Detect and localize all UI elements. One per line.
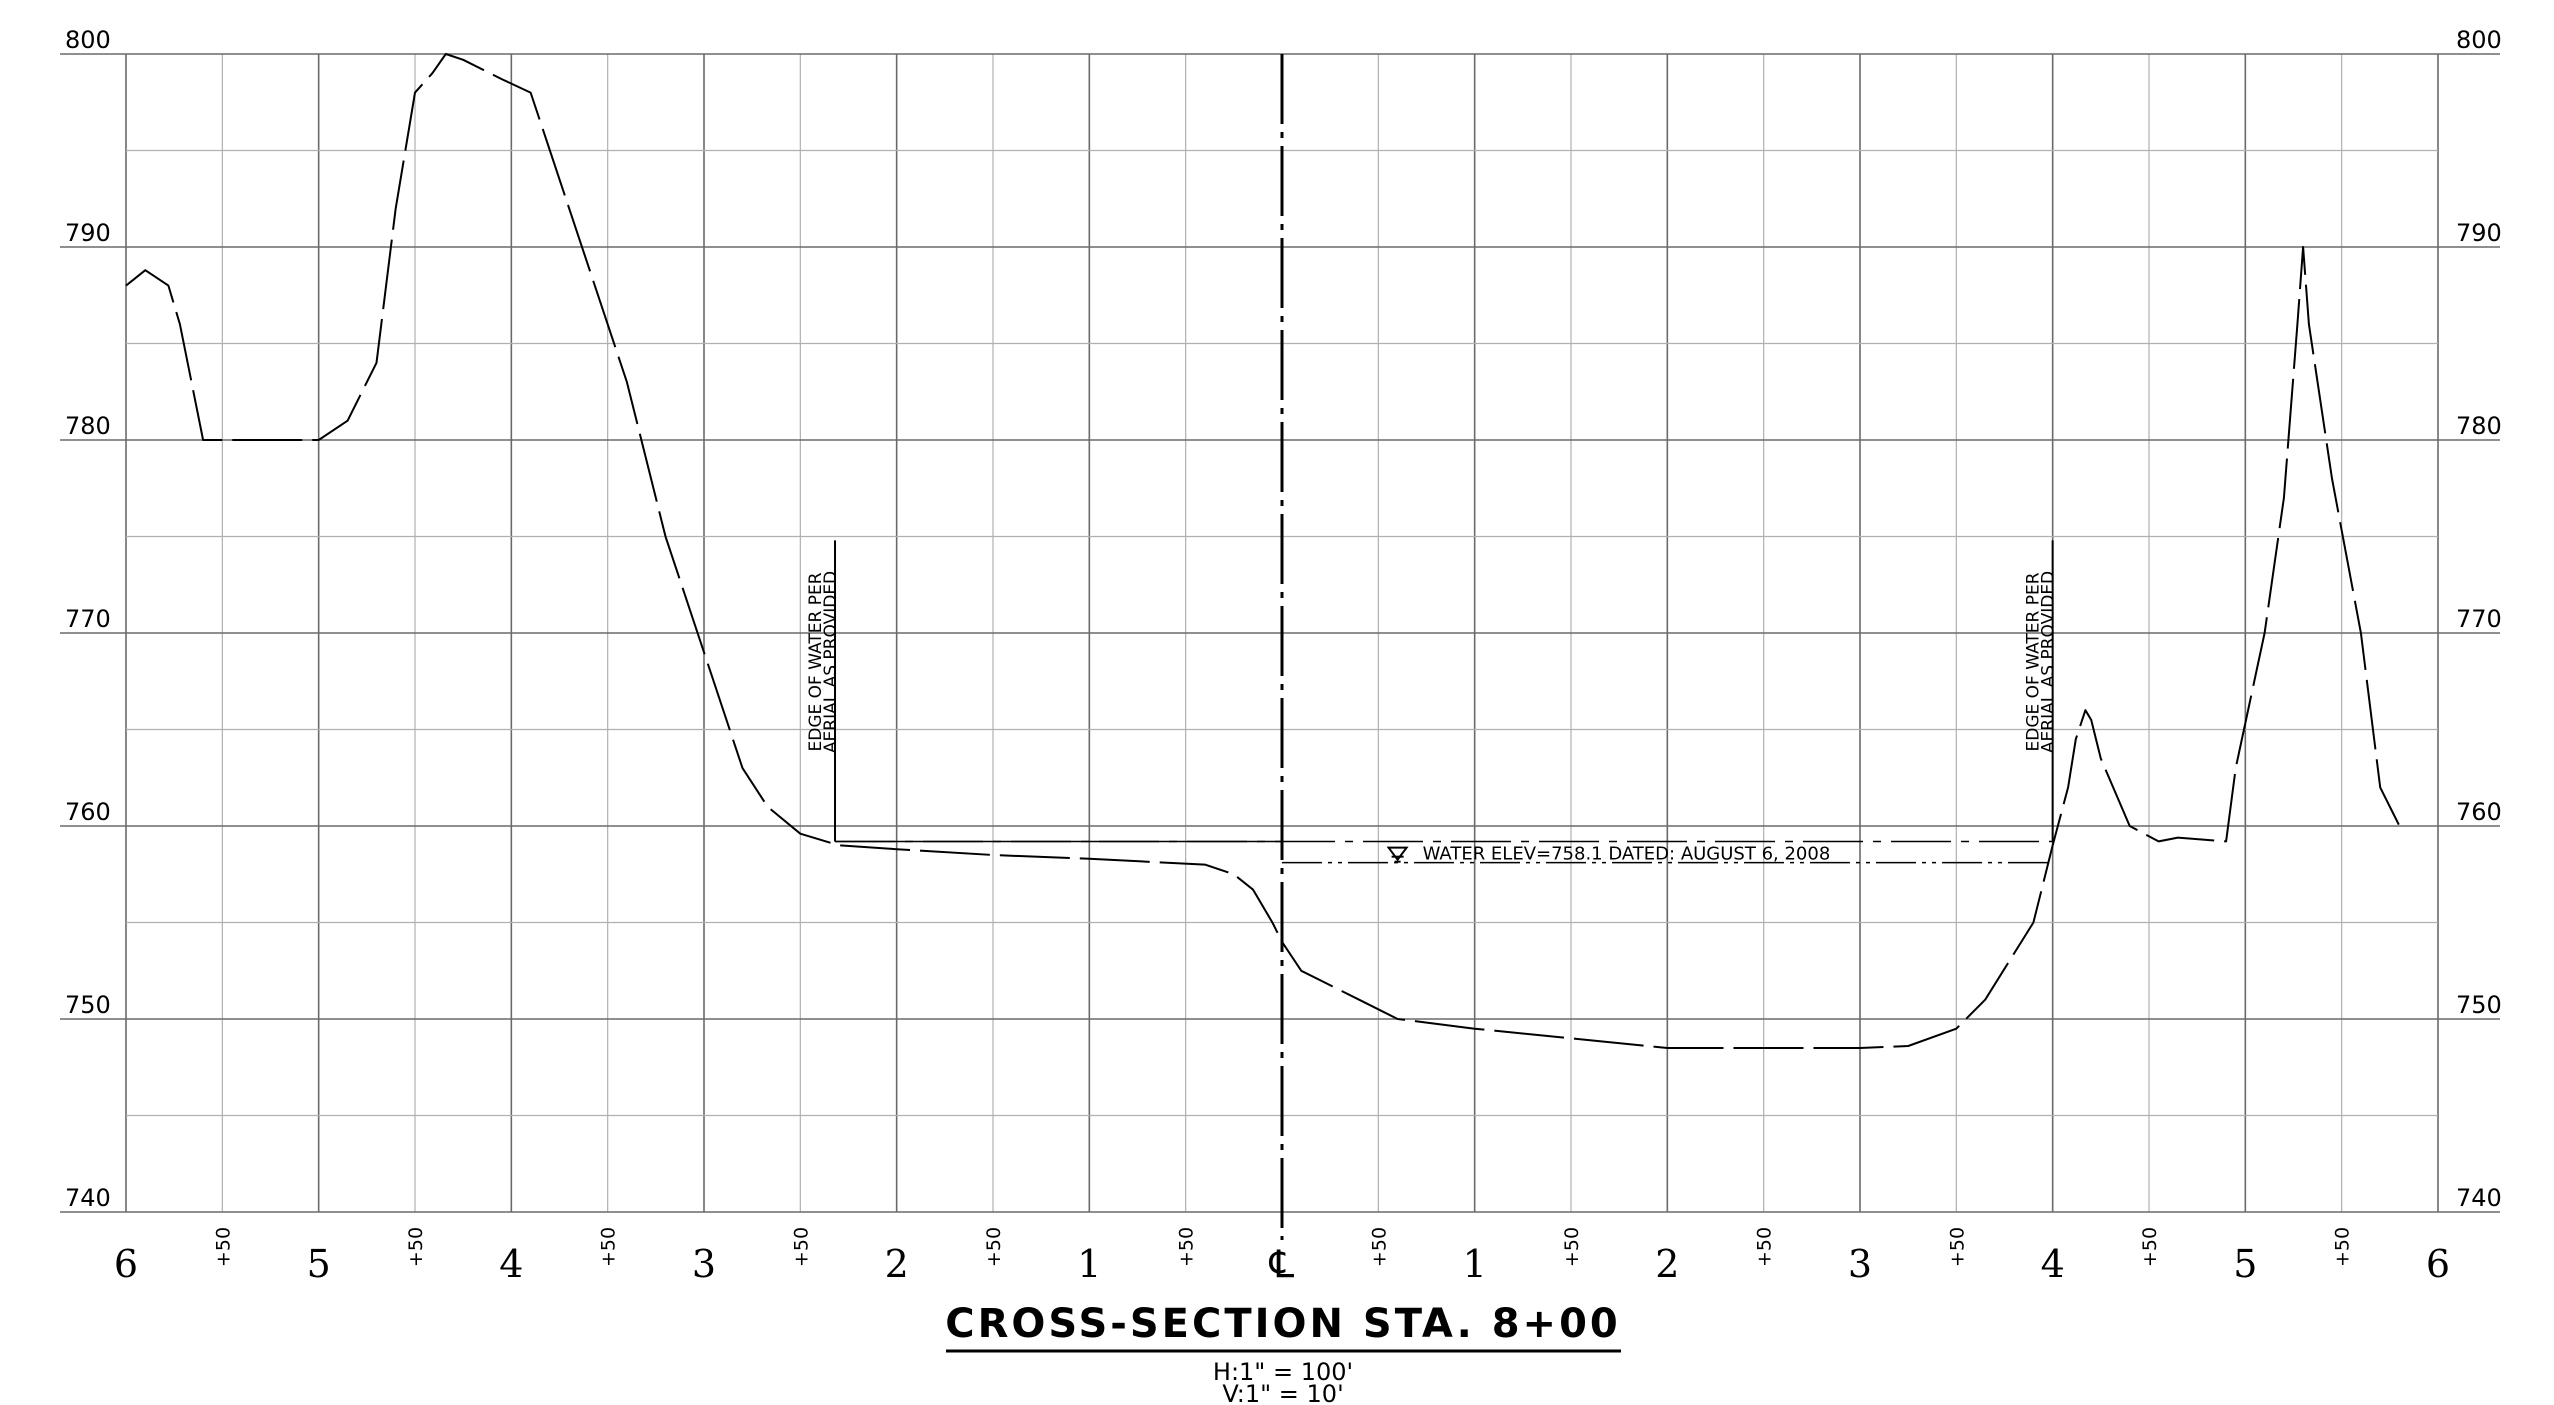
x-tick-label-station: 2 <box>885 1242 909 1286</box>
x-tick-label-station: 5 <box>307 1242 331 1286</box>
x-tick-label-plus50: +50 <box>2332 1227 2354 1267</box>
y-tick-label-left: 790 <box>65 219 111 247</box>
y-tick-label-left: 740 <box>65 1184 111 1212</box>
edge-of-water-label: AERIAL AS PROVIDED <box>2039 571 2059 753</box>
x-tick-label-plus50: +50 <box>1561 1227 1583 1267</box>
ground-profile <box>125 53 2401 1049</box>
x-tick-label-plus50: +50 <box>790 1227 812 1267</box>
y-tick-label-left: 770 <box>65 605 111 633</box>
x-tick-label-plus50: +50 <box>1946 1227 1968 1267</box>
x-tick-label-station: 4 <box>2041 1242 2065 1286</box>
x-tick-label-station: 1 <box>1077 1242 1101 1286</box>
ground-profile-line <box>125 53 2401 1049</box>
x-tick-label-station: 2 <box>1655 1242 1679 1286</box>
edge-of-water-label: EDGE OF WATER PER <box>806 572 826 751</box>
x-tick-label-plus50: +50 <box>2139 1227 2161 1267</box>
x-tick-label-station: 3 <box>692 1242 716 1286</box>
y-tick-label-left: 800 <box>65 26 111 54</box>
water-level-triangle-icon <box>1386 846 1409 862</box>
x-tick-label-plus50: +50 <box>212 1227 234 1267</box>
x-tick-label-plus50: +50 <box>1754 1227 1776 1267</box>
x-tick-label-plus50: +50 <box>983 1227 1005 1267</box>
water-surface: WATER ELEV=758.1 DATED: AUGUST 6, 2008 <box>835 840 2053 865</box>
x-tick-label-station: ℄ <box>1269 1242 1295 1286</box>
horizontal-scale: H:1" = 100' <box>1213 1358 1353 1386</box>
vertical-scale: V:1" = 10' <box>1222 1380 1343 1405</box>
y-tick-label-left: 760 <box>65 798 111 826</box>
y-tick-label-right: 760 <box>2456 798 2502 826</box>
x-tick-label-station: 1 <box>1463 1242 1487 1286</box>
title-block: CROSS-SECTION STA. 8+00 H:1" = 100' V:1"… <box>945 1301 1621 1405</box>
x-tick-label-station: 4 <box>499 1242 523 1286</box>
y-tick-label-right: 770 <box>2456 605 2502 633</box>
y-tick-label-right: 740 <box>2456 1184 2502 1212</box>
x-tick-label-station: 5 <box>2233 1242 2257 1286</box>
y-tick-label-left: 750 <box>65 991 111 1019</box>
x-tick-label-station: 6 <box>114 1242 138 1286</box>
x-tick-label-plus50: +50 <box>1368 1227 1390 1267</box>
y-tick-label-right: 780 <box>2456 412 2502 440</box>
y-tick-label-right: 790 <box>2456 219 2502 247</box>
y-tick-label-left: 780 <box>65 412 111 440</box>
x-tick-label-plus50: +50 <box>405 1227 427 1267</box>
water-elevation-label: WATER ELEV=758.1 DATED: AUGUST 6, 2008 <box>1423 844 1831 865</box>
edge-of-water-label: AERIAL AS PROVIDED <box>821 571 841 753</box>
y-tick-label-right: 800 <box>2456 26 2502 54</box>
chart-title: CROSS-SECTION STA. 8+00 <box>945 1301 1620 1347</box>
y-tick-label-right: 750 <box>2456 991 2502 1019</box>
grid <box>60 53 2500 1240</box>
edge-of-water-label: EDGE OF WATER PER <box>2024 572 2044 751</box>
axes: 740 740 750 750 760 760 770 770 780 780 790 790 800 8… <box>65 26 2502 1286</box>
x-tick-label-plus50: +50 <box>598 1227 620 1267</box>
x-tick-label-station: 6 <box>2426 1242 2450 1286</box>
x-tick-label-station: 3 <box>1848 1242 1872 1286</box>
x-tick-label-plus50: +50 <box>1176 1227 1198 1267</box>
